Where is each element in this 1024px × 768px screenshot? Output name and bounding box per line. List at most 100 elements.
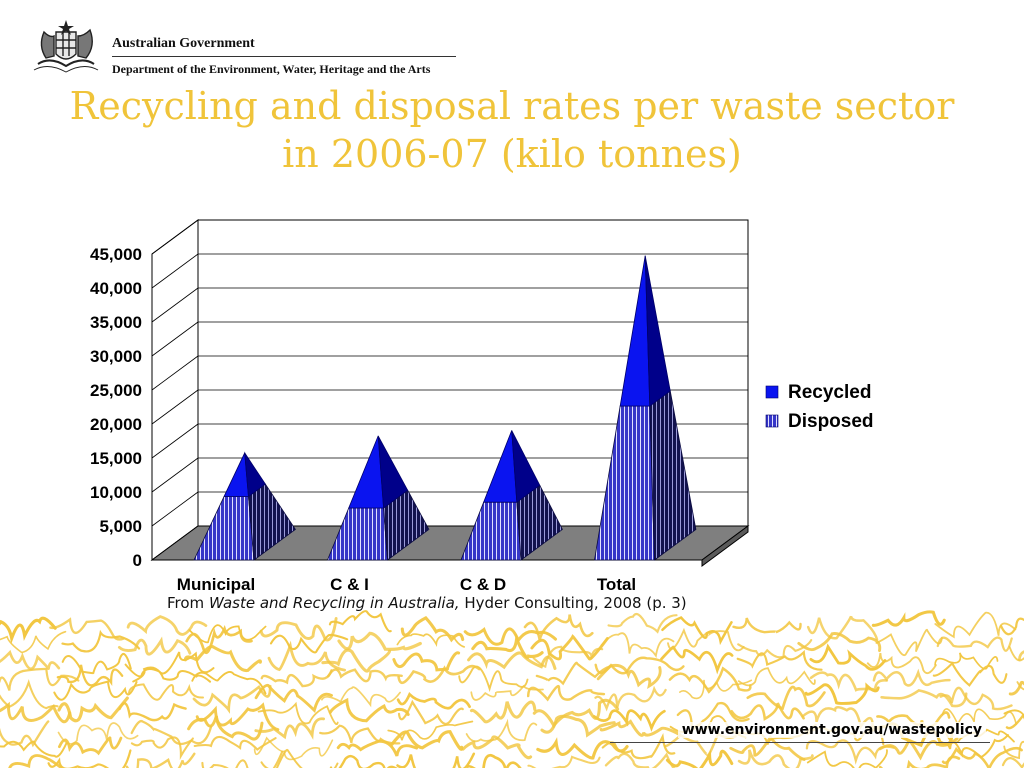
legend-swatch-recycled [765, 385, 779, 399]
scribble-stroke [130, 719, 213, 746]
gridline-side [151, 491, 199, 527]
pyramid-1 [326, 435, 430, 561]
scribble-stroke [530, 634, 609, 661]
scribble-stroke [329, 754, 398, 768]
scribble-stroke [601, 732, 676, 760]
scribble-stroke [1000, 617, 1024, 636]
department-name: Department of the Environment, Water, He… [112, 62, 431, 76]
footer-divider [610, 742, 990, 743]
scribble-stroke [596, 663, 662, 689]
scribble-stroke [387, 720, 474, 741]
scribble-stroke [1005, 713, 1024, 730]
scribble-stroke [934, 611, 1017, 639]
scribble-stroke [866, 652, 937, 675]
legend-label-recycled: Recycled [788, 382, 871, 403]
scribble-stroke [337, 631, 422, 651]
footer-url: www.environment.gov.au/wastepolicy [677, 722, 986, 738]
scribble-stroke [400, 615, 465, 643]
x-tick-label: C & I [330, 575, 369, 594]
gridline-side [151, 287, 199, 323]
scribble-stroke [187, 715, 264, 741]
coat-of-arms-icon [33, 20, 99, 73]
scribble-stroke [254, 683, 333, 714]
scribble-stroke [392, 651, 461, 672]
scribble-stroke [467, 651, 557, 670]
scribble-stroke [600, 632, 675, 659]
scribble-stroke [604, 752, 676, 768]
scribble-stroke [267, 640, 346, 672]
scribble-stroke [254, 717, 325, 740]
gridline-side [151, 219, 199, 255]
gridline-side [151, 389, 199, 425]
scribble-stroke [470, 684, 544, 701]
scribble-stroke [191, 671, 267, 695]
scribble-stroke [0, 630, 67, 654]
scribble-stroke [730, 702, 805, 721]
scribble-stroke [47, 749, 132, 768]
scribble-stroke [130, 736, 194, 760]
scribble-stroke [458, 665, 529, 693]
scribble-stroke [193, 735, 277, 751]
scribble-stroke [1003, 740, 1024, 760]
scribble-stroke [523, 614, 594, 641]
scribble-stroke [809, 643, 887, 671]
header-divider [112, 56, 456, 57]
scribble-stroke [319, 724, 401, 745]
scribble-stroke [117, 636, 192, 656]
scribble-stroke [809, 671, 889, 692]
scribble-stroke [804, 682, 880, 705]
scribble-stroke [871, 610, 946, 627]
source-suffix: Hyder Consulting, 2008 (p. 3) [459, 594, 687, 612]
scribble-stroke [128, 683, 204, 701]
scribble-stroke [737, 667, 816, 687]
scribble-stroke [49, 617, 125, 641]
scribble-stroke [594, 685, 667, 712]
scribble-stroke [806, 615, 879, 641]
scribble-stroke [660, 645, 734, 675]
scribble-stroke [8, 754, 64, 768]
chart-legend: Recycled Disposed [765, 382, 874, 432]
scribble-stroke [192, 684, 272, 714]
scribble-stroke [665, 749, 734, 768]
y-tick-label: 35,000 [90, 313, 142, 332]
government-logo-block: Australian Government Department of the … [24, 18, 464, 82]
scribble-stroke [1008, 680, 1024, 696]
scribble-stroke [269, 633, 349, 654]
scribble-stroke [195, 702, 280, 732]
chart-marks [193, 255, 697, 561]
gridline-side [151, 321, 199, 357]
scribble-stroke [872, 668, 951, 687]
scribble-stroke [466, 753, 522, 768]
scribble-stroke [56, 664, 124, 687]
scribble-stroke [328, 697, 410, 723]
scribble-stroke [536, 737, 629, 760]
scribble-stroke [185, 624, 253, 655]
y-tick-label: 0 [133, 551, 142, 570]
y-tick-label: 30,000 [90, 347, 142, 366]
scribble-stroke [0, 700, 72, 724]
legend-label-disposed: Disposed [788, 411, 874, 432]
scribble-stroke [729, 734, 806, 761]
y-axis-ticks: 0 5,000 10,000 15,000 20,000 25,000 30,000 35,0… [90, 245, 142, 570]
scribble-stroke [936, 734, 1009, 759]
y-tick-label: 10,000 [90, 483, 142, 502]
scribble-stroke [132, 666, 212, 683]
government-name: Australian Government [112, 36, 255, 51]
recycled-side-face [644, 255, 671, 407]
scribble-stroke [396, 752, 476, 768]
y-tick-label: 20,000 [90, 415, 142, 434]
scribble-stroke [61, 652, 132, 675]
scribble-stroke [253, 736, 334, 761]
scribble-stroke [736, 649, 823, 671]
scribble-stroke [188, 624, 267, 644]
scribble-stroke [679, 679, 753, 700]
scribble-stroke [1003, 709, 1024, 720]
scribble-stroke [526, 684, 606, 702]
scribble-stroke [0, 649, 61, 671]
scribble-stroke [0, 679, 59, 710]
legend-swatch-disposed [765, 414, 779, 428]
y-tick-label: 15,000 [90, 449, 142, 468]
recycled-side-face [244, 452, 266, 498]
scribble-stroke [932, 661, 1008, 687]
x-tick-label: Total [597, 575, 636, 594]
